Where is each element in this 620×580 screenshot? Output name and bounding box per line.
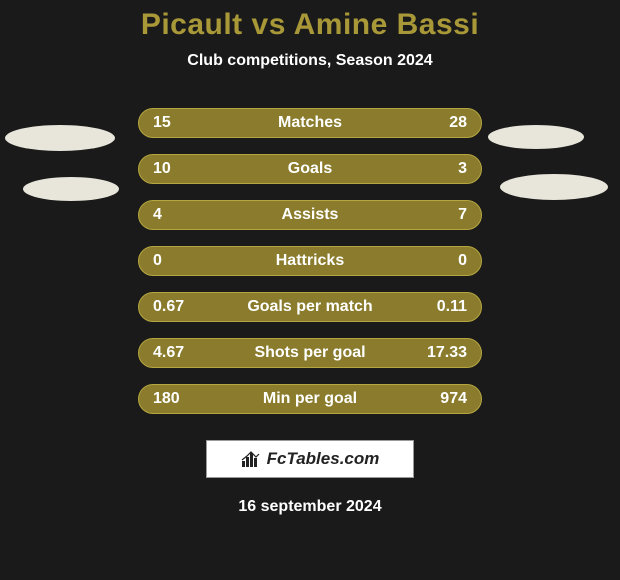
stat-right-value: 0 — [407, 252, 467, 270]
stat-label: Assists — [213, 206, 407, 224]
player-photo-placeholder-left-1 — [5, 125, 115, 151]
comparison-card: Picault vs Amine Bassi Club competitions… — [0, 0, 620, 580]
source-badge[interactable]: FcTables.com — [206, 440, 414, 478]
stat-label: Matches — [213, 114, 407, 132]
stat-right-value: 28 — [407, 114, 467, 132]
stat-left-value: 180 — [153, 390, 213, 408]
stat-row-assists: 4 Assists 7 — [138, 200, 482, 230]
stat-right-value: 974 — [407, 390, 467, 408]
stats-list: 15 Matches 28 10 Goals 3 4 Assists 7 0 H… — [138, 108, 482, 414]
stat-left-value: 10 — [153, 160, 213, 178]
stat-left-value: 15 — [153, 114, 213, 132]
stat-row-hattricks: 0 Hattricks 0 — [138, 246, 482, 276]
stat-right-value: 0.11 — [407, 298, 467, 316]
source-badge-text: FcTables.com — [267, 449, 380, 469]
player-photo-placeholder-left-2 — [23, 177, 119, 201]
player-photo-placeholder-right-2 — [500, 174, 608, 200]
player-photo-placeholder-right-1 — [488, 125, 584, 149]
stat-right-value: 3 — [407, 160, 467, 178]
stat-row-goals-per-match: 0.67 Goals per match 0.11 — [138, 292, 482, 322]
stat-left-value: 0 — [153, 252, 213, 270]
stat-row-matches: 15 Matches 28 — [138, 108, 482, 138]
stat-right-value: 7 — [407, 206, 467, 224]
stat-row-goals: 10 Goals 3 — [138, 154, 482, 184]
stat-left-value: 4.67 — [153, 344, 213, 362]
stat-label: Goals per match — [213, 298, 407, 316]
stat-left-value: 0.67 — [153, 298, 213, 316]
stat-row-shots-per-goal: 4.67 Shots per goal 17.33 — [138, 338, 482, 368]
stat-row-min-per-goal: 180 Min per goal 974 — [138, 384, 482, 414]
bar-chart-icon — [241, 450, 261, 468]
stat-label: Hattricks — [213, 252, 407, 270]
stat-label: Shots per goal — [213, 344, 407, 362]
stat-right-value: 17.33 — [407, 344, 467, 362]
page-title: Picault vs Amine Bassi — [141, 8, 479, 42]
stat-label: Min per goal — [213, 390, 407, 408]
page-subtitle: Club competitions, Season 2024 — [187, 52, 432, 70]
stat-label: Goals — [213, 160, 407, 178]
date-text: 16 september 2024 — [238, 498, 381, 516]
stat-left-value: 4 — [153, 206, 213, 224]
